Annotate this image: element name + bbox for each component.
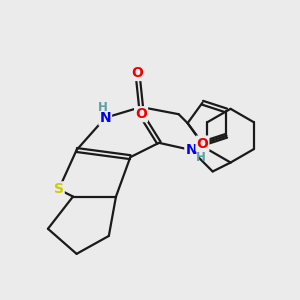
Text: O: O [131,66,143,80]
Text: H: H [98,101,107,114]
Text: H: H [196,152,206,164]
Text: O: O [196,136,208,151]
Text: S: S [54,182,64,197]
Text: O: O [135,107,147,121]
Text: N: N [99,111,111,125]
Text: N: N [185,143,197,157]
